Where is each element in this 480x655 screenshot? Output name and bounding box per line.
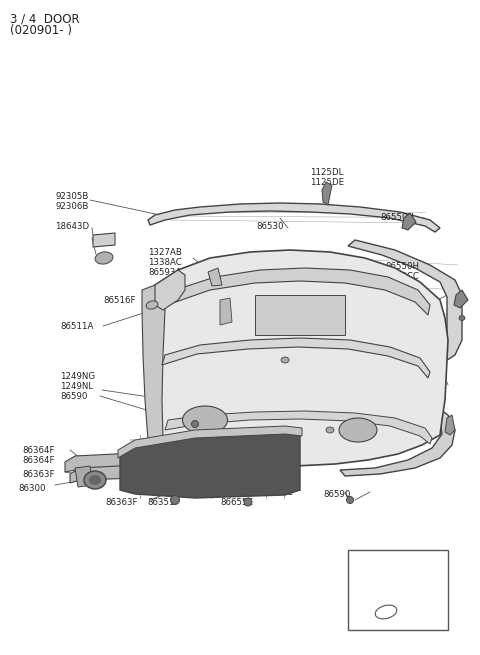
Text: 86516F: 86516F bbox=[103, 296, 135, 305]
Polygon shape bbox=[148, 203, 440, 232]
Polygon shape bbox=[402, 213, 416, 230]
Text: 18647: 18647 bbox=[380, 555, 416, 565]
Text: 86530: 86530 bbox=[256, 222, 284, 231]
Text: 3 / 4  DOOR: 3 / 4 DOOR bbox=[10, 12, 80, 25]
Text: 1125DL: 1125DL bbox=[310, 168, 343, 177]
Polygon shape bbox=[75, 466, 93, 487]
Polygon shape bbox=[155, 270, 185, 310]
Polygon shape bbox=[445, 415, 455, 435]
Text: 1244FE: 1244FE bbox=[390, 400, 422, 409]
FancyBboxPatch shape bbox=[348, 550, 448, 630]
Text: 92305B: 92305B bbox=[55, 192, 88, 201]
Ellipse shape bbox=[244, 498, 252, 506]
Text: 1338AC: 1338AC bbox=[148, 258, 182, 267]
Ellipse shape bbox=[459, 316, 465, 320]
Text: 1125KC: 1125KC bbox=[345, 316, 378, 325]
Text: 1249NL: 1249NL bbox=[60, 382, 93, 391]
Polygon shape bbox=[155, 250, 448, 466]
Text: 86515K: 86515K bbox=[390, 332, 423, 341]
Text: 1327AB: 1327AB bbox=[148, 248, 182, 257]
Polygon shape bbox=[165, 268, 430, 315]
Text: 86520B: 86520B bbox=[390, 300, 423, 309]
Polygon shape bbox=[208, 268, 222, 286]
Text: 86655E: 86655E bbox=[220, 498, 253, 507]
Ellipse shape bbox=[146, 301, 158, 309]
Text: 86550H: 86550H bbox=[385, 262, 419, 271]
Polygon shape bbox=[340, 378, 455, 476]
Text: 86511A: 86511A bbox=[60, 322, 94, 331]
Text: 86593A: 86593A bbox=[148, 268, 181, 277]
Text: 1249LJ: 1249LJ bbox=[252, 382, 281, 391]
Ellipse shape bbox=[339, 418, 377, 442]
Ellipse shape bbox=[192, 421, 199, 428]
Ellipse shape bbox=[170, 495, 180, 504]
Polygon shape bbox=[65, 450, 215, 472]
Text: (020901- ): (020901- ) bbox=[10, 24, 72, 37]
Polygon shape bbox=[165, 411, 432, 444]
Polygon shape bbox=[70, 462, 215, 483]
Ellipse shape bbox=[95, 252, 113, 264]
Text: 86590: 86590 bbox=[60, 392, 87, 401]
Ellipse shape bbox=[88, 474, 102, 485]
Text: 1125KQ: 1125KQ bbox=[345, 326, 379, 335]
Text: 1491AD: 1491AD bbox=[390, 390, 424, 399]
Text: 86590: 86590 bbox=[323, 490, 350, 499]
Polygon shape bbox=[348, 240, 462, 384]
Text: 1249NG: 1249NG bbox=[60, 372, 95, 381]
Polygon shape bbox=[322, 182, 332, 205]
Text: 86550H: 86550H bbox=[380, 213, 414, 222]
Text: 1249LJ: 1249LJ bbox=[237, 458, 266, 467]
Text: 86363F: 86363F bbox=[105, 498, 137, 507]
Polygon shape bbox=[162, 338, 430, 378]
Text: 1244FD: 1244FD bbox=[390, 410, 424, 419]
Ellipse shape bbox=[326, 427, 334, 433]
Text: 1125DB: 1125DB bbox=[345, 306, 380, 315]
Text: 86363F: 86363F bbox=[22, 470, 55, 479]
Text: 86351: 86351 bbox=[147, 498, 175, 507]
Text: 1249KA: 1249KA bbox=[237, 448, 270, 457]
Text: 1249KA: 1249KA bbox=[252, 372, 285, 381]
Ellipse shape bbox=[281, 357, 289, 363]
Text: 1244FG: 1244FG bbox=[390, 420, 424, 429]
Ellipse shape bbox=[84, 471, 106, 489]
Text: 86364F: 86364F bbox=[22, 456, 55, 465]
Ellipse shape bbox=[347, 496, 353, 504]
Polygon shape bbox=[255, 295, 345, 335]
Text: 18643D: 18643D bbox=[55, 222, 89, 231]
Text: 1339CC: 1339CC bbox=[385, 272, 419, 281]
Text: 92306B: 92306B bbox=[55, 202, 88, 211]
Polygon shape bbox=[93, 233, 115, 247]
Text: 86300: 86300 bbox=[18, 484, 46, 493]
Polygon shape bbox=[120, 428, 300, 498]
Polygon shape bbox=[142, 282, 165, 445]
Ellipse shape bbox=[182, 406, 228, 434]
Text: 86364F: 86364F bbox=[22, 446, 55, 455]
Polygon shape bbox=[220, 298, 232, 325]
Text: 86362E: 86362E bbox=[260, 488, 293, 497]
Text: 1125DE: 1125DE bbox=[310, 178, 344, 187]
Polygon shape bbox=[454, 290, 468, 308]
Polygon shape bbox=[118, 426, 302, 458]
Text: 1125AD: 1125AD bbox=[345, 296, 380, 305]
